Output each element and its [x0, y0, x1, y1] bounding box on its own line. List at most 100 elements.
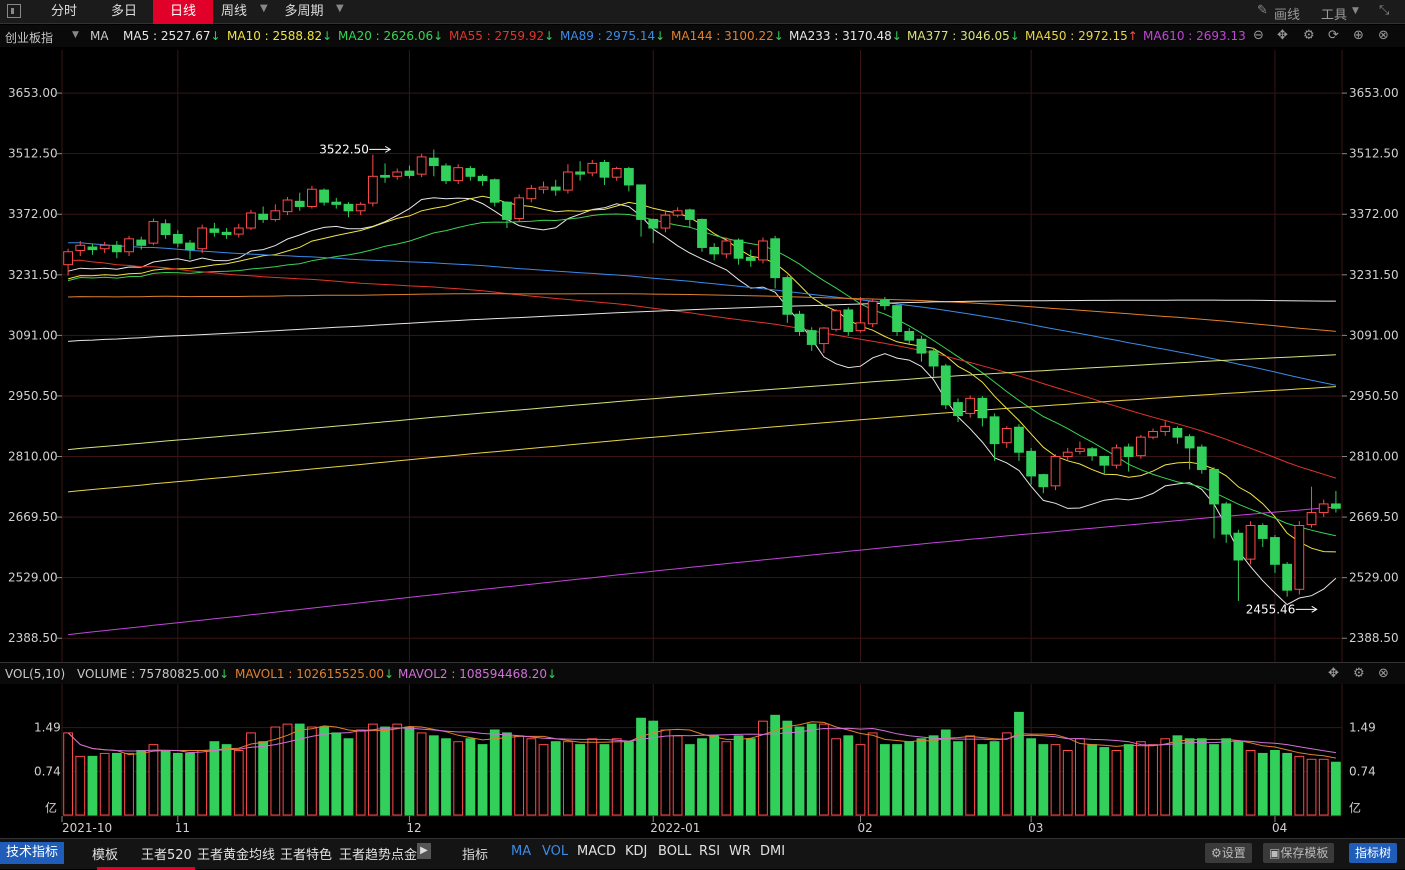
- volume-bar: [1184, 738, 1195, 816]
- candle-body: [63, 251, 73, 266]
- volume-bar: [587, 738, 598, 816]
- tab-period-1[interactable]: 多日: [110, 4, 137, 19]
- indicator-wr[interactable]: WR: [729, 844, 751, 859]
- collapse-icon[interactable]: ⤡: [1379, 3, 1390, 18]
- volume-bar: [916, 738, 927, 816]
- candle-body: [1184, 436, 1195, 449]
- chevron-down-icon[interactable]: ▼: [336, 3, 344, 14]
- tools-menu-button[interactable]: 工具: [1321, 8, 1348, 23]
- ma-line-ma377: [68, 354, 1336, 451]
- save-template-button[interactable]: ▣保存模板: [1263, 843, 1335, 863]
- volume-legend-value: VOLUME : 75780825.00: [77, 667, 220, 681]
- volume-bar: [136, 750, 147, 816]
- volume-bar: [1282, 752, 1293, 816]
- close-icon[interactable]: ⊗: [1378, 666, 1389, 681]
- volume-bar: [819, 723, 829, 816]
- candle-body: [782, 277, 793, 315]
- volume-bar: [392, 723, 403, 816]
- candle-body: [648, 218, 659, 229]
- ma-line-ma20: [67, 213, 1337, 537]
- candle-body: [867, 300, 878, 325]
- price-tick-label-right: 2669.50: [1349, 510, 1399, 524]
- volume-bar: [721, 741, 732, 816]
- volume-bar: [380, 726, 390, 816]
- price-tick-label-left: 3091.00: [8, 328, 58, 342]
- candle-body: [1282, 563, 1293, 591]
- plus-icon[interactable]: ⊕: [1353, 28, 1364, 43]
- candle-body: [233, 227, 244, 235]
- chevron-down-icon[interactable]: ▼: [260, 3, 268, 14]
- candle-body: [209, 228, 220, 233]
- candle-body: [989, 416, 1000, 445]
- price-tick-label-left: 3512.50: [8, 147, 58, 161]
- candle-body: [916, 338, 927, 354]
- tab-period-4[interactable]: 多周期: [284, 4, 324, 19]
- volume-legend-value: VOL(5,10): [5, 667, 66, 681]
- volume-bar: [697, 738, 707, 816]
- candle-body: [514, 197, 525, 220]
- indicator-ma[interactable]: MA: [511, 844, 532, 859]
- volume-bar: [307, 726, 317, 816]
- ma-legend-value: MA144 : 3100.22: [671, 29, 774, 43]
- candle-body: [550, 186, 561, 191]
- candle-body: [1099, 456, 1110, 466]
- indicator-toolbar: 技术指标 模板 王者520 王者黄金均线 王者特色 王者趋势点金 ▶ 指标 MA VOL M…: [0, 838, 1405, 870]
- volume-bar: [1135, 741, 1146, 816]
- price-tick-label-left: 2950.50: [8, 389, 58, 403]
- minus-icon[interactable]: ⊖: [1253, 28, 1264, 43]
- candle-body: [831, 310, 841, 330]
- indicator-rsi[interactable]: RSI: [699, 844, 721, 859]
- draw-line-button[interactable]: 画线: [1274, 8, 1301, 23]
- tab-period-0[interactable]: 分时: [50, 4, 77, 19]
- mavol-line-10: [67, 727, 1336, 754]
- indicator-tree-button[interactable]: 指标树: [1349, 843, 1398, 863]
- move-icon[interactable]: ✥: [1328, 666, 1339, 681]
- tab-template-2[interactable]: 王者黄金均线: [197, 848, 276, 863]
- move-icon[interactable]: ✥: [1277, 28, 1288, 43]
- close-icon[interactable]: ⊗: [1378, 28, 1389, 43]
- ma-legend-item: MA20 : 2626.06↓: [338, 29, 443, 43]
- gear-icon[interactable]: ⚙: [1303, 28, 1315, 43]
- volume-bar: [1111, 750, 1122, 816]
- sidebar-toggle-icon[interactable]: [7, 4, 21, 18]
- settings-button[interactable]: ⚙设置: [1205, 843, 1252, 863]
- candle-body: [563, 171, 573, 191]
- tab-template-0[interactable]: 模板: [92, 848, 119, 863]
- chevron-down-icon[interactable]: ▼: [1352, 6, 1359, 16]
- ma-legend-value: MA233 : 3170.48: [789, 29, 892, 43]
- price-tick-label-left: 2388.50: [8, 631, 58, 645]
- trend-arrow-icon: ↓: [547, 667, 558, 681]
- tab-template-4[interactable]: 王者趋势点金: [339, 848, 418, 863]
- tab-template-1[interactable]: 王者520: [141, 848, 192, 863]
- indicator-kdj[interactable]: KDJ: [625, 844, 648, 859]
- tab-template-3[interactable]: 王者特色: [280, 848, 333, 863]
- chevron-down-icon[interactable]: ▼: [72, 30, 79, 40]
- indicator-macd[interactable]: MACD: [577, 844, 616, 859]
- candle-body: [502, 201, 512, 220]
- chevron-right-icon[interactable]: ▶: [417, 843, 431, 859]
- trend-arrow-icon: ↓: [655, 29, 666, 43]
- candle-body: [843, 309, 854, 333]
- indicator-name: MA: [90, 29, 109, 43]
- tab-period-2[interactable]: 日线: [153, 0, 213, 24]
- tab-period-3[interactable]: 周线: [220, 4, 247, 19]
- indicator-vol[interactable]: VOL: [542, 844, 569, 859]
- pen-icon[interactable]: ✎: [1257, 3, 1268, 18]
- refresh-icon[interactable]: ⟳: [1328, 28, 1339, 43]
- candle-body: [1294, 524, 1305, 590]
- candle-body: [1245, 524, 1256, 560]
- tab-technical-indicators[interactable]: 技术指标: [0, 842, 65, 864]
- volume-tick-label-right: 亿: [1349, 800, 1361, 815]
- candle-body: [294, 200, 305, 207]
- gear-icon[interactable]: ⚙: [1353, 666, 1365, 681]
- indicator-boll[interactable]: BOLL: [658, 844, 692, 859]
- candle-body: [404, 170, 415, 176]
- candle-body: [684, 209, 695, 220]
- volume-bar: [636, 717, 646, 816]
- volume-legend-value: MAVOL1 : 102615525.00: [235, 667, 385, 681]
- volume-legend-item: VOLUME : 75780825.00↓: [77, 667, 229, 681]
- price-tick-label-right: 3512.50: [1349, 147, 1399, 161]
- indicator-dmi[interactable]: DMI: [760, 844, 786, 859]
- gear-icon: ⚙: [1211, 846, 1222, 860]
